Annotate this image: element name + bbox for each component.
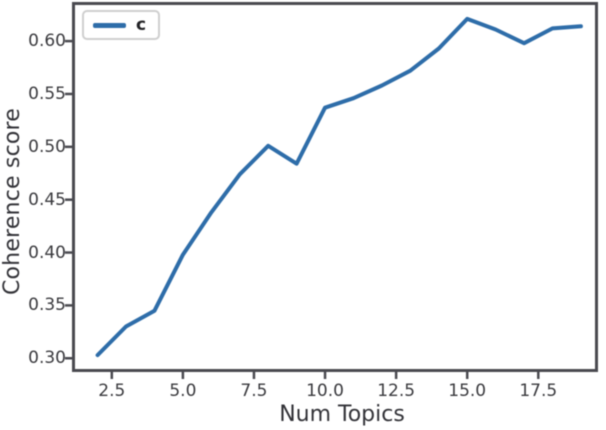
x-axis-label: Num Topics — [279, 402, 405, 427]
x-tick-label: 17.5 — [519, 381, 558, 401]
x-tick-label: 5.0 — [169, 381, 197, 401]
y-tick-label: 0.30 — [28, 348, 66, 369]
legend-line-sample — [93, 22, 126, 28]
y-tick-label: 0.50 — [28, 136, 66, 157]
x-tick-label: 7.5 — [240, 381, 268, 401]
x-tick-label: 10.0 — [306, 381, 344, 401]
y-tick-label: 0.40 — [28, 242, 66, 263]
x-tick-label: 2.5 — [98, 381, 126, 401]
series-line-c — [95, 16, 583, 358]
y-tick-labels: 0.30 0.35 0.40 0.45 0.50 0.55 0.60 — [0, 0, 70, 430]
x-tick-label: 12.5 — [377, 381, 416, 401]
legend-label: c — [136, 15, 147, 35]
y-tick-label: 0.60 — [28, 31, 66, 52]
y-tick-label: 0.55 — [28, 83, 66, 104]
legend: c — [82, 10, 161, 40]
y-tick-label: 0.35 — [28, 295, 66, 316]
axes-spines — [72, 2, 598, 372]
x-tick-labels: 2.5 5.0 7.5 10.0 12.5 15.0 17.5 — [0, 381, 606, 403]
y-tick-label: 0.45 — [28, 189, 66, 210]
x-tick-label: 15.0 — [448, 381, 487, 401]
